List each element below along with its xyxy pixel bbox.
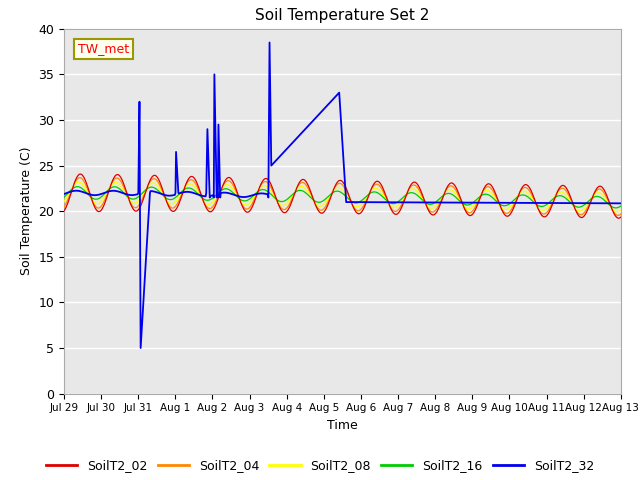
Legend: SoilT2_02, SoilT2_04, SoilT2_08, SoilT2_16, SoilT2_32: SoilT2_02, SoilT2_04, SoilT2_08, SoilT2_… (41, 455, 599, 478)
Text: TW_met: TW_met (78, 43, 129, 56)
Title: Soil Temperature Set 2: Soil Temperature Set 2 (255, 9, 429, 24)
X-axis label: Time: Time (327, 419, 358, 432)
Y-axis label: Soil Temperature (C): Soil Temperature (C) (20, 147, 33, 276)
